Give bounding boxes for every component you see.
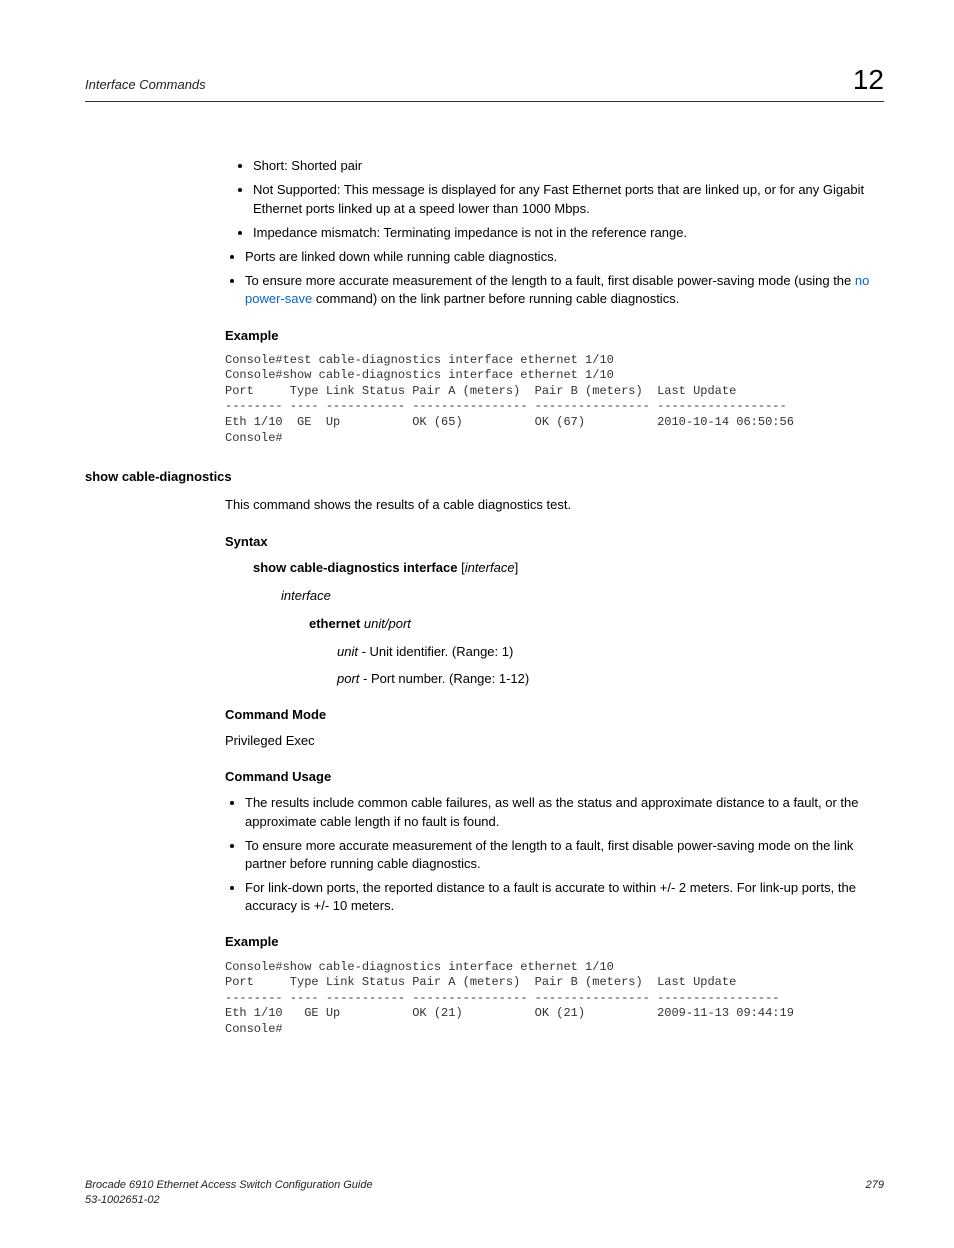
usage-b1: The results include common cable failure…	[245, 794, 884, 830]
interface-label: interface	[281, 587, 884, 605]
command-mode-heading: Command Mode	[225, 706, 884, 724]
port-desc: - Port number. (Range: 1-12)	[359, 671, 529, 686]
footer-left: Brocade 6910 Ethernet Access Switch Conf…	[85, 1178, 373, 1209]
accurate-pre: To ensure more accurate measurement of t…	[245, 273, 855, 288]
ethernet-bold: ethernet	[309, 616, 360, 631]
command-usage-heading: Command Usage	[225, 768, 884, 786]
bullet-impedance: Impedance mismatch: Terminating impedanc…	[253, 224, 884, 242]
command-usage-list: The results include common cable failure…	[225, 794, 884, 915]
nested-bullet-list: Short: Shorted pair Not Supported: This …	[225, 157, 884, 242]
bullet-short: Short: Shorted pair	[253, 157, 884, 175]
footer-line1: Brocade 6910 Ethernet Access Switch Conf…	[85, 1178, 373, 1193]
command-name-heading: show cable-diagnostics	[85, 468, 884, 486]
command-content-block: This command shows the results of a cabl…	[225, 496, 884, 1037]
footer-page: 279	[866, 1178, 884, 1209]
unit-line: unit - Unit identifier. (Range: 1)	[337, 643, 884, 661]
usage-b2: To ensure more accurate measurement of t…	[245, 837, 884, 873]
syntax-bold: show cable-diagnostics interface	[253, 560, 457, 575]
bullet-accurate: To ensure more accurate measurement of t…	[245, 272, 884, 308]
syntax-heading: Syntax	[225, 533, 884, 551]
bullet-not-supported: Not Supported: This message is displayed…	[253, 181, 884, 217]
port-italic: port	[337, 671, 359, 686]
unit-italic: unit	[337, 644, 358, 659]
top-content-block: Short: Shorted pair Not Supported: This …	[225, 157, 884, 446]
usage-b3: For link-down ports, the reported distan…	[245, 879, 884, 915]
ethernet-italic: unit/port	[364, 616, 411, 631]
page-header: Interface Commands 12	[85, 60, 884, 102]
example1-console: Console#test cable-diagnostics interface…	[225, 353, 884, 447]
accurate-post: command) on the link partner before runn…	[312, 291, 679, 306]
example2-console: Console#show cable-diagnostics interface…	[225, 960, 884, 1038]
chapter-number: 12	[853, 60, 884, 99]
bullet-ports-linked: Ports are linked down while running cabl…	[245, 248, 884, 266]
page-footer: Brocade 6910 Ethernet Access Switch Conf…	[85, 1178, 884, 1209]
command-description: This command shows the results of a cabl…	[225, 496, 884, 514]
example1-heading: Example	[225, 327, 884, 345]
section-title: Interface Commands	[85, 76, 206, 94]
syntax-main-line: show cable-diagnostics interface [interf…	[253, 559, 884, 577]
port-line: port - Port number. (Range: 1-12)	[337, 670, 884, 688]
ethernet-line: ethernet unit/port	[309, 615, 884, 633]
footer-line2: 53-1002651-02	[85, 1193, 373, 1208]
syntax-italic: interface	[465, 560, 515, 575]
example2-heading: Example	[225, 933, 884, 951]
syntax-block: show cable-diagnostics interface [interf…	[253, 559, 884, 688]
outer-bullet-list: Ports are linked down while running cabl…	[225, 248, 884, 309]
command-mode-text: Privileged Exec	[225, 732, 884, 750]
unit-desc: - Unit identifier. (Range: 1)	[358, 644, 513, 659]
